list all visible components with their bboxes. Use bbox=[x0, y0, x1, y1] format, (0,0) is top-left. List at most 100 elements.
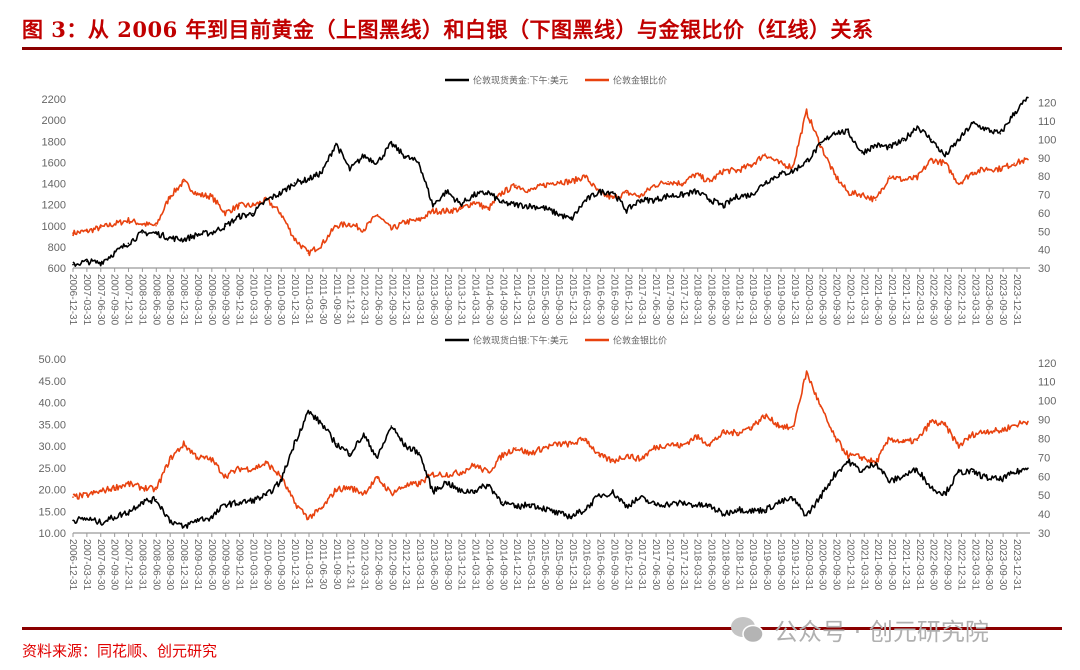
price-point bbox=[86, 517, 88, 520]
y-right-tick-label: 90 bbox=[1038, 153, 1050, 165]
x-tick-label: 2007-09-30 bbox=[109, 539, 120, 591]
ratio-point bbox=[113, 486, 116, 489]
ratio-point bbox=[695, 173, 697, 176]
price-point bbox=[390, 142, 393, 145]
x-tick-label: 2017-09-30 bbox=[664, 539, 675, 591]
x-tick-label: 2015-06-30 bbox=[539, 539, 550, 591]
price-point bbox=[459, 490, 462, 493]
price-point bbox=[404, 155, 406, 158]
ratio-point bbox=[653, 184, 656, 187]
y-left-tick-label: 1800 bbox=[42, 136, 66, 148]
price-point bbox=[542, 507, 545, 510]
x-tick-label: 2020-06-30 bbox=[817, 539, 828, 591]
y-left-tick-label: 2200 bbox=[42, 94, 66, 106]
ratio-point bbox=[127, 219, 130, 222]
ratio-point bbox=[362, 492, 365, 495]
y-right-tick-label: 30 bbox=[1038, 528, 1050, 540]
ratio-point bbox=[736, 169, 739, 172]
price-point bbox=[861, 151, 863, 154]
ratio-point bbox=[307, 252, 310, 255]
x-tick-label: 2008-12-31 bbox=[178, 539, 189, 591]
x-tick-label: 2011-03-31 bbox=[303, 539, 314, 590]
ratio-point bbox=[459, 471, 462, 474]
ratio-point bbox=[279, 475, 282, 478]
price-point bbox=[279, 480, 282, 483]
ratio-point bbox=[210, 195, 213, 198]
price-point bbox=[902, 139, 905, 142]
ratio-point bbox=[238, 204, 240, 207]
price-point bbox=[141, 500, 144, 503]
price-point bbox=[611, 491, 614, 494]
price-point bbox=[445, 481, 448, 483]
price-point bbox=[335, 443, 337, 445]
price-point bbox=[791, 497, 794, 500]
figure-title: 图 3：从 2006 年到目前黄金（上图黑线）和白银（下图黑线）与金银比价（红线… bbox=[22, 17, 874, 42]
x-tick-label: 2010-06-30 bbox=[261, 274, 272, 326]
x-tick-label: 2012-06-30 bbox=[372, 274, 383, 326]
price-point bbox=[141, 232, 144, 234]
y-right-tick-label: 40 bbox=[1038, 245, 1050, 257]
ratio-point bbox=[888, 175, 891, 177]
legend-label: 伦敦现货白银:下午:美元 bbox=[473, 335, 568, 346]
price-point bbox=[127, 511, 130, 513]
y-left-tick-label: 600 bbox=[48, 263, 66, 275]
ratio-point bbox=[971, 171, 974, 174]
ratio-point bbox=[999, 168, 1002, 170]
ratio-point bbox=[210, 458, 213, 461]
ratio-point bbox=[791, 428, 794, 430]
x-tick-label: 2021-03-31 bbox=[858, 274, 869, 326]
ratio-point bbox=[252, 467, 254, 470]
ratio-point bbox=[445, 210, 448, 212]
ratio-point bbox=[113, 223, 116, 225]
price-point bbox=[736, 195, 739, 198]
ratio-point bbox=[501, 191, 503, 194]
ratio-point bbox=[390, 492, 393, 495]
price-point bbox=[805, 514, 808, 517]
x-tick-label: 2014-12-31 bbox=[511, 274, 522, 326]
price-point bbox=[390, 425, 393, 427]
price-point bbox=[695, 190, 697, 193]
x-tick-label: 2016-06-30 bbox=[595, 539, 606, 591]
x-tick-label: 2012-09-30 bbox=[386, 274, 397, 326]
ratio-point bbox=[238, 467, 240, 470]
price-point bbox=[224, 503, 227, 506]
x-tick-label: 2021-06-30 bbox=[872, 274, 883, 326]
price-point bbox=[335, 142, 337, 145]
x-tick-label: 2020-12-31 bbox=[844, 274, 855, 326]
ratio-point bbox=[127, 483, 130, 485]
ratio-point bbox=[916, 439, 919, 442]
y-left-tick-label: 30.00 bbox=[38, 441, 66, 453]
ratio-point bbox=[985, 430, 988, 432]
x-tick-label: 2014-03-31 bbox=[470, 274, 481, 326]
legend-label: 伦敦金银比价 bbox=[613, 75, 667, 86]
price-series-line bbox=[72, 409, 1029, 529]
price-point bbox=[362, 155, 365, 157]
ratio-point bbox=[473, 464, 476, 466]
x-tick-label: 2016-12-31 bbox=[622, 274, 633, 326]
price-point bbox=[570, 218, 573, 221]
x-tick-label: 2016-03-31 bbox=[581, 274, 592, 326]
price-point bbox=[944, 155, 946, 157]
ratio-point bbox=[432, 210, 434, 212]
price-point bbox=[556, 512, 559, 515]
price-point bbox=[861, 470, 863, 473]
ratio-point bbox=[155, 224, 157, 227]
ratio-point bbox=[404, 221, 406, 223]
ratio-point bbox=[1027, 420, 1029, 423]
ratio-point bbox=[791, 166, 794, 168]
y-right-tick-label: 60 bbox=[1038, 208, 1050, 220]
ratio-point bbox=[169, 458, 171, 461]
x-tick-label: 2018-03-31 bbox=[692, 539, 703, 591]
legend-label: 伦敦金银比价 bbox=[613, 335, 667, 346]
ratio-point bbox=[833, 173, 836, 176]
ratio-point bbox=[196, 193, 199, 196]
price-point bbox=[902, 475, 905, 477]
price-point bbox=[639, 199, 642, 201]
x-tick-label: 2015-03-31 bbox=[525, 539, 536, 591]
ratio-point bbox=[362, 228, 365, 231]
x-tick-label: 2015-03-31 bbox=[525, 274, 536, 326]
price-point bbox=[667, 503, 669, 506]
price-point bbox=[778, 501, 780, 504]
price-point bbox=[722, 513, 725, 516]
price-point bbox=[611, 190, 614, 193]
